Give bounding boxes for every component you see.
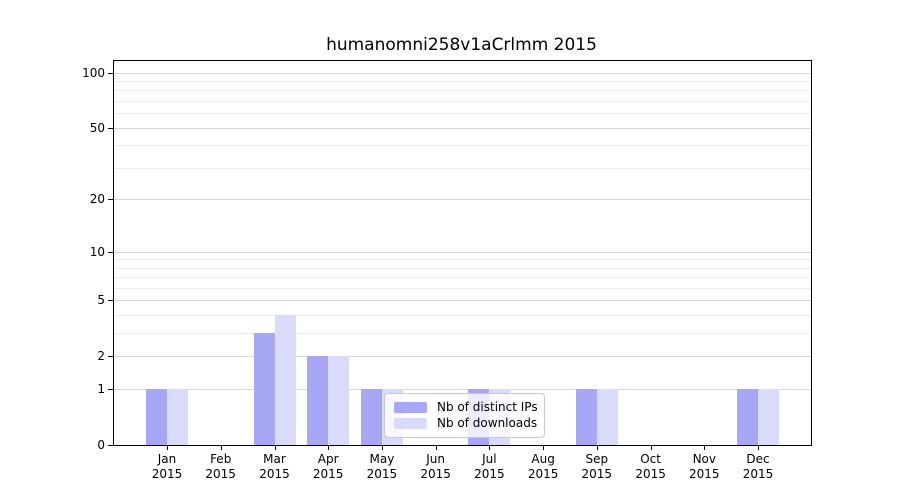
bar-downloads bbox=[328, 356, 350, 445]
x-tick-label: Jun 2015 bbox=[420, 452, 451, 481]
y-axis-tick bbox=[108, 356, 113, 358]
legend-label-downloads: Nb of downloads bbox=[437, 416, 538, 430]
bar-downloads bbox=[274, 315, 296, 445]
major-gridline bbox=[114, 72, 811, 74]
minor-gridline bbox=[114, 145, 811, 147]
x-axis-tick bbox=[596, 445, 598, 450]
minor-gridline bbox=[114, 81, 811, 82]
legend-swatch-distinct-ips-icon bbox=[394, 402, 427, 413]
minor-gridline bbox=[114, 167, 811, 169]
bar-distinct-ips bbox=[575, 389, 597, 445]
x-tick-label: Mar 2015 bbox=[259, 452, 290, 481]
minor-gridline bbox=[114, 277, 811, 279]
minor-gridline bbox=[114, 288, 811, 289]
x-tick-label: Apr 2015 bbox=[312, 452, 344, 481]
y-tick-label: 20 bbox=[89, 192, 105, 207]
y-tick-label: 100 bbox=[82, 65, 105, 80]
y-axis-tick bbox=[108, 445, 113, 446]
x-tick-label: Feb 2015 bbox=[205, 452, 236, 481]
y-axis-tick bbox=[108, 300, 113, 302]
legend-swatch-downloads-icon bbox=[394, 418, 427, 429]
major-gridline bbox=[114, 199, 811, 201]
x-tick-label: Aug 2015 bbox=[527, 452, 559, 481]
bar-distinct-ips bbox=[146, 389, 167, 445]
minor-gridline bbox=[114, 101, 811, 102]
y-tick-label: 0 bbox=[97, 438, 105, 452]
x-axis-tick bbox=[704, 445, 706, 450]
major-gridline bbox=[114, 127, 811, 129]
minor-gridline bbox=[114, 90, 811, 92]
minor-gridline bbox=[114, 267, 811, 269]
y-axis-tick bbox=[108, 127, 113, 129]
y-tick-label: 50 bbox=[89, 120, 105, 135]
legend-label-distinct-ips: Nb of distinct IPs bbox=[437, 400, 538, 414]
bar-distinct-ips bbox=[307, 356, 329, 445]
y-axis-tick bbox=[108, 251, 113, 253]
major-gridline bbox=[114, 300, 811, 302]
x-axis-tick bbox=[274, 445, 276, 450]
legend-item-distinct-ips: Nb of distinct IPs bbox=[394, 400, 538, 415]
chart-title: humanomni258v1aCrlmm 2015 bbox=[326, 35, 597, 55]
legend-item-downloads: Nb of downloads bbox=[394, 416, 538, 431]
major-gridline bbox=[114, 356, 811, 358]
x-axis-tick bbox=[167, 445, 168, 450]
x-axis-tick bbox=[220, 445, 222, 450]
major-gridline bbox=[114, 389, 811, 391]
x-tick-label: Dec 2015 bbox=[742, 452, 774, 481]
x-axis-tick bbox=[381, 445, 383, 450]
y-tick-label: 2 bbox=[97, 349, 105, 364]
x-tick-label: Jan 2015 bbox=[151, 452, 183, 481]
plot-area: Nb of distinct IPs Nb of downloads 0 1 2 5 1… bbox=[82, 60, 812, 481]
x-axis-tick bbox=[489, 445, 491, 450]
major-gridline bbox=[114, 251, 811, 253]
x-tick-label: Sep 2015 bbox=[581, 452, 613, 481]
bar-distinct-ips bbox=[253, 333, 275, 445]
y-tick-label: 10 bbox=[89, 244, 105, 259]
bar-downloads bbox=[758, 389, 779, 445]
legend: Nb of distinct IPs Nb of downloads bbox=[384, 393, 545, 438]
minor-gridline bbox=[114, 315, 811, 317]
x-tick-label: Oct 2015 bbox=[635, 452, 666, 481]
x-axis-tick bbox=[328, 445, 330, 450]
x-tick-label: Nov 2015 bbox=[689, 452, 720, 481]
x-tick-label: Jul 2015 bbox=[474, 452, 505, 481]
y-axis-tick bbox=[108, 199, 113, 201]
x-axis-tick bbox=[543, 445, 545, 450]
y-tick-label: 1 bbox=[97, 382, 105, 397]
y-axis-tick bbox=[108, 72, 113, 74]
minor-gridline bbox=[114, 259, 811, 261]
x-axis-tick bbox=[758, 445, 759, 450]
y-axis-tick bbox=[108, 389, 113, 391]
x-tick-label: May 2015 bbox=[366, 452, 398, 481]
bar-downloads bbox=[167, 389, 188, 445]
minor-gridline bbox=[114, 333, 811, 335]
y-tick-label: 5 bbox=[97, 293, 105, 308]
bar-distinct-ips bbox=[360, 389, 382, 445]
bar-distinct-ips bbox=[737, 389, 758, 445]
bar-downloads bbox=[596, 389, 618, 445]
minor-gridline bbox=[114, 113, 811, 115]
x-axis-tick bbox=[435, 445, 437, 450]
x-axis-tick bbox=[650, 445, 652, 450]
